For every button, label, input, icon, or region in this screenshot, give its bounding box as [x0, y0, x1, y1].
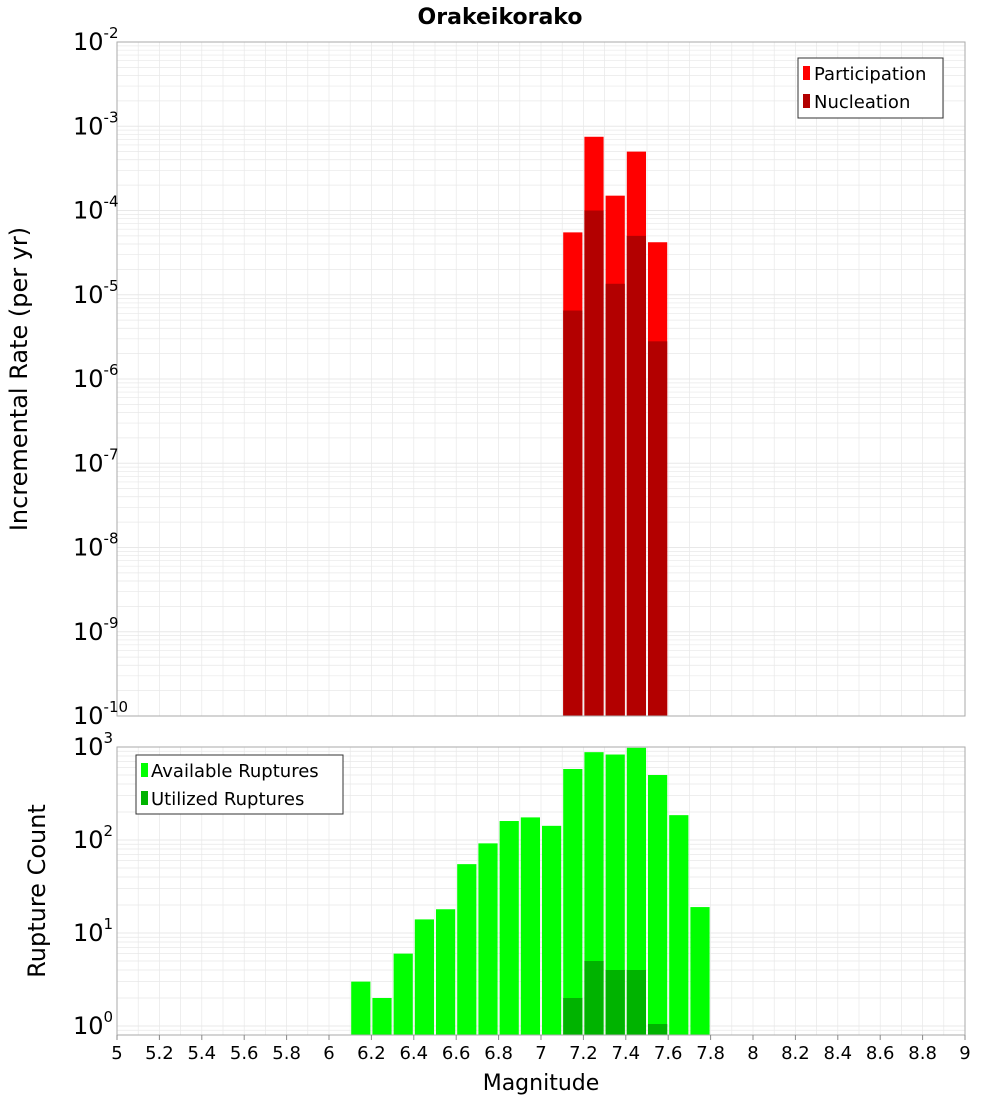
- top-legend: Participation Nucleation: [797, 57, 944, 119]
- x-tick-label: 5.6: [230, 1043, 259, 1064]
- x-tick-label: 8: [747, 1043, 758, 1064]
- bar-available-ruptures: [478, 843, 498, 1035]
- bar-nucleation: [605, 283, 625, 716]
- bar-nucleation: [626, 235, 646, 717]
- y-tick-label: 103: [73, 729, 113, 761]
- y-tick-label: 10-2: [73, 24, 119, 56]
- bottom-legend: Available Ruptures Utilized Ruptures: [135, 754, 344, 815]
- x-tick-label: 9: [959, 1043, 970, 1064]
- bottom-legend-box: [135, 754, 344, 815]
- bar-nucleation: [648, 341, 668, 716]
- bar-utilized-ruptures: [584, 960, 604, 1035]
- x-axis-label: Magnitude: [483, 1071, 600, 1096]
- x-tick-label: 6.4: [399, 1043, 428, 1064]
- x-tick-label: 7.4: [611, 1043, 640, 1064]
- legend-label-nucleation: Nucleation: [814, 92, 910, 113]
- bar-utilized-ruptures: [626, 969, 646, 1035]
- x-tick-label: 8.4: [823, 1043, 852, 1064]
- legend-swatch-utilized: [141, 791, 148, 805]
- top-plot-grid: [116, 42, 966, 717]
- legend-label-participation: Participation: [814, 64, 926, 85]
- bottom-y-axis-label: Rupture Count: [23, 804, 51, 978]
- y-tick-label: 10-3: [73, 108, 119, 140]
- bar-available-ruptures: [520, 817, 540, 1035]
- legend-swatch-participation: [803, 66, 810, 80]
- bar-available-ruptures: [542, 825, 562, 1035]
- bar-available-ruptures: [414, 919, 434, 1035]
- bar-available-ruptures: [372, 997, 392, 1035]
- y-tick-label: 10-10: [73, 698, 128, 730]
- y-tick-label: 10-8: [73, 530, 119, 562]
- x-tick-label: 7: [535, 1043, 546, 1064]
- bar-utilized-ruptures: [648, 1024, 668, 1035]
- bar-available-ruptures: [669, 815, 689, 1035]
- x-tick-label: 5.2: [145, 1043, 174, 1064]
- legend-label-utilized: Utilized Ruptures: [151, 789, 304, 810]
- bar-nucleation: [584, 210, 604, 716]
- top-y-axis-ticks: 10-2 10-3 10-4 10-5 10-6 10-7 10-8 10-9 10-10: [73, 24, 128, 730]
- x-tick-label: 5.4: [187, 1043, 216, 1064]
- y-tick-label: 101: [73, 915, 113, 947]
- x-tick-label: 7.8: [696, 1043, 725, 1064]
- top-y-axis-label: Incremental Rate (per yr): [5, 227, 33, 531]
- top-plot-bars: [563, 136, 668, 717]
- top-legend-box: [797, 57, 944, 119]
- bar-available-ruptures: [563, 769, 583, 1035]
- bar-available-ruptures: [457, 864, 477, 1035]
- bottom-y-axis-ticks: 103 102 101 100: [73, 729, 113, 1040]
- bar-nucleation: [563, 310, 583, 716]
- legend-label-available: Available Ruptures: [151, 761, 319, 782]
- x-tick-label: 6: [323, 1043, 334, 1064]
- x-tick-label: 6.6: [442, 1043, 471, 1064]
- legend-swatch-available: [141, 763, 148, 777]
- y-tick-label: 10-6: [73, 361, 119, 393]
- x-tick-label: 7.2: [569, 1043, 598, 1064]
- y-tick-label: 102: [73, 822, 113, 854]
- x-tick-label: 8.6: [866, 1043, 895, 1064]
- bar-available-ruptures: [499, 821, 519, 1035]
- y-tick-label: 10-7: [73, 445, 119, 477]
- bottom-plot-bars: [351, 747, 710, 1035]
- y-tick-label: 10-5: [73, 277, 119, 309]
- y-tick-label: 10-9: [73, 614, 119, 646]
- bar-utilized-ruptures: [563, 997, 583, 1035]
- bar-available-ruptures: [436, 909, 456, 1035]
- bar-available-ruptures: [648, 774, 668, 1035]
- chart-title: Orakeikorako: [418, 5, 583, 30]
- x-tick-label: 5: [111, 1043, 122, 1064]
- bar-available-ruptures: [626, 747, 646, 1035]
- x-tick-label: 6.2: [357, 1043, 386, 1064]
- bar-available-ruptures: [605, 754, 625, 1035]
- bar-available-ruptures: [393, 953, 413, 1035]
- top-plot-frame: [116, 41, 966, 717]
- x-axis-ticks: 5 5.2 5.4 5.6 5.8 6 6.2 6.4 6.6 6.8 7 7.2 7.4 7.6 7.8 8…: [111, 1035, 971, 1064]
- x-tick-label: 8.2: [781, 1043, 810, 1064]
- bar-available-ruptures: [351, 981, 371, 1035]
- bar-utilized-ruptures: [605, 969, 625, 1035]
- y-tick-label: 10-4: [73, 193, 119, 225]
- legend-swatch-nucleation: [803, 94, 810, 108]
- x-tick-label: 6.8: [484, 1043, 513, 1064]
- y-tick-label: 100: [73, 1008, 113, 1040]
- x-tick-label: 7.6: [654, 1043, 683, 1064]
- bar-available-ruptures: [690, 907, 710, 1035]
- x-tick-label: 5.8: [272, 1043, 301, 1064]
- x-tick-label: 8.8: [908, 1043, 937, 1064]
